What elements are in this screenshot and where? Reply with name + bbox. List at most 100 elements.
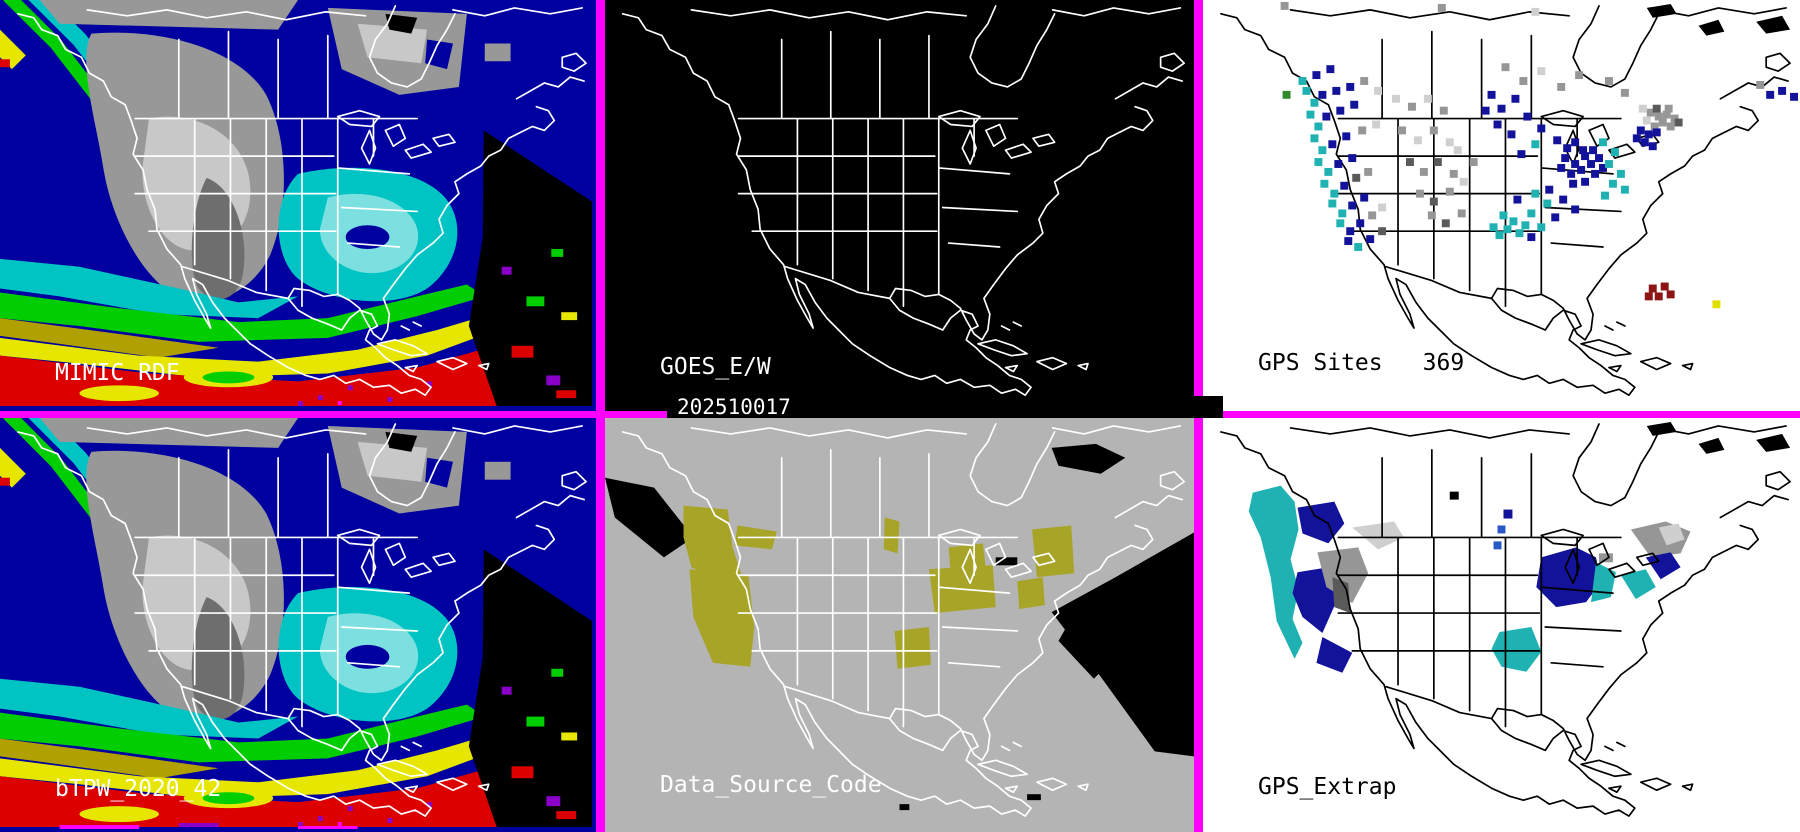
gps-site-marker: [1298, 77, 1307, 85]
gps-site-marker: [1644, 130, 1653, 139]
gps-site-marker: [1648, 142, 1657, 151]
gps-site-marker: [1610, 148, 1619, 157]
gps-site-marker: [1356, 219, 1365, 228]
gps-site-marker: [1306, 110, 1315, 119]
gps-site-marker: [1374, 86, 1383, 95]
gps-site-marker: [1589, 146, 1598, 155]
panel-label-data-source-code: Data_Source_Code: [660, 772, 882, 798]
gps-site-marker: [1312, 71, 1321, 80]
gps-site-marker: [1493, 120, 1502, 129]
gps-site-marker: [1537, 67, 1546, 76]
gps-site-marker: [1515, 229, 1524, 238]
gps-site-marker: [1756, 81, 1765, 89]
gps-site-marker: [1392, 94, 1401, 103]
gps-site-markers: [1280, 1, 1799, 309]
gps-site-marker: [1439, 106, 1448, 115]
dsc-source-regions: [683, 505, 1075, 669]
panel-gps-sites: GPS Sites 369: [1203, 0, 1800, 411]
gps-site-marker: [1429, 126, 1438, 135]
gps-site-marker: [1551, 213, 1560, 222]
gps-site-marker: [1523, 112, 1532, 121]
gps-site-marker: [1646, 108, 1655, 117]
gps-site-marker: [1591, 169, 1600, 178]
panel-label-goes-ew: GOES_E/W: [660, 354, 771, 380]
gps-site-marker: [1310, 98, 1319, 107]
gps-site-marker: [1372, 120, 1381, 129]
gps-site-marker: [1666, 122, 1675, 131]
gps-site-marker: [1790, 92, 1799, 101]
gps-site-marker: [1604, 77, 1613, 85]
gps-site-marker: [1346, 82, 1355, 91]
gps-site-marker: [1346, 227, 1355, 236]
gps-site-marker: [1419, 167, 1428, 176]
gps-site-marker: [1650, 122, 1659, 131]
gps-site-marker: [1405, 158, 1414, 166]
gps-site-marker: [1489, 223, 1498, 232]
goes-ew-map: [621, 5, 1186, 397]
panel-label-btpw: bTPW_2020_42: [55, 776, 222, 802]
gps-site-marker: [1537, 223, 1546, 232]
gps-site-marker: [1326, 65, 1335, 74]
gps-site-marker: [1531, 140, 1540, 149]
dsc-no-data-regions: [605, 443, 1194, 811]
gps-site-marker: [1457, 209, 1466, 218]
gps-sites-count: 369: [1422, 350, 1465, 376]
gps-site-marker: [1654, 292, 1663, 301]
gps-site-marker: [1527, 233, 1536, 242]
gps-site-marker: [1427, 211, 1436, 220]
gps-site-marker: [1599, 164, 1607, 172]
gps-site-marker: [1398, 126, 1406, 135]
gps-site-marker: [1280, 1, 1289, 10]
gps-site-marker: [1521, 221, 1530, 230]
gps-site-marker: [1636, 126, 1645, 135]
gps-site-marker: [1499, 211, 1508, 220]
gps-site-marker: [1595, 154, 1603, 163]
gps-site-marker: [1338, 209, 1347, 218]
gps-site-marker: [1666, 290, 1675, 299]
gps-site-marker: [1348, 154, 1357, 163]
gps-site-marker: [1481, 106, 1490, 115]
gps-site-marker: [1561, 154, 1570, 163]
gps-site-marker: [1282, 90, 1291, 99]
gps-site-marker: [1328, 199, 1337, 208]
gps-site-marker: [1495, 231, 1504, 240]
gps-site-marker: [1642, 116, 1651, 125]
gps-site-marker: [1507, 130, 1516, 139]
gps-site-marker: [1644, 292, 1653, 301]
extrap-northeast-blobs: [1620, 521, 1691, 600]
gps-site-marker: [1712, 300, 1721, 309]
gps-site-marker: [1487, 90, 1496, 99]
gps-site-marker: [1543, 199, 1552, 208]
gps-site-marker: [1575, 71, 1584, 80]
gps-sites-map: [1220, 1, 1799, 397]
gps-site-marker: [1567, 169, 1576, 178]
gps-site-marker: [1557, 82, 1566, 91]
gps-site-marker: [1314, 158, 1323, 166]
gps-extrap-map: [1220, 421, 1791, 817]
gps-site-marker: [1531, 189, 1540, 198]
gps-site-marker: [1413, 136, 1422, 145]
gps-site-marker: [1658, 118, 1667, 127]
gps-site-marker: [1441, 219, 1450, 228]
gps-site-marker: [1517, 150, 1526, 159]
gps-site-marker: [1511, 94, 1520, 103]
gps-site-marker: [1620, 88, 1629, 97]
gps-site-marker: [1599, 138, 1607, 147]
gps-site-marker: [1433, 158, 1442, 166]
gps-site-marker: [1537, 124, 1546, 133]
goes-timestamp: 202510017: [677, 395, 791, 419]
gps-site-marker: [1497, 104, 1506, 113]
gps-site-marker: [1674, 118, 1683, 127]
gps-site-marker: [1557, 164, 1566, 172]
gps-site-marker: [1453, 146, 1462, 155]
gps-site-marker: [1378, 203, 1387, 212]
gps-site-marker: [1563, 144, 1572, 153]
gps-site-marker: [1334, 160, 1343, 168]
gps-site-marker: [1638, 104, 1647, 113]
gps-site-marker: [1324, 167, 1333, 176]
panel-label-mimic-rdf: MIMIC RDF: [55, 360, 180, 386]
gps-site-marker: [1330, 189, 1339, 198]
gps-site-marker: [1652, 128, 1661, 137]
gps-site-marker: [1352, 173, 1361, 182]
gps-sites-label: GPS Sites: [1258, 350, 1383, 376]
